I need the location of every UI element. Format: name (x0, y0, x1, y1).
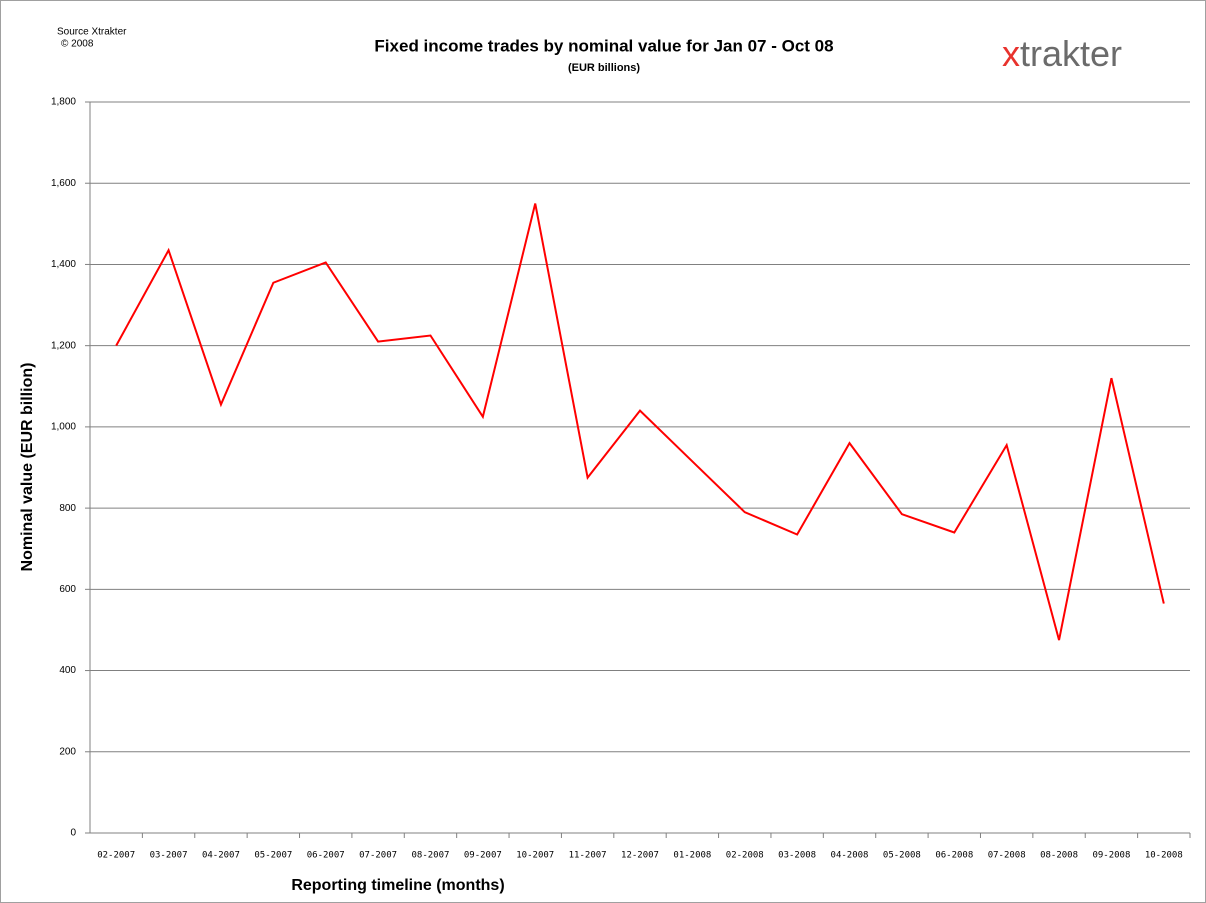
x-tick-label: 02-2008 (726, 851, 764, 861)
x-tick-label: 06-2007 (307, 851, 345, 861)
y-tick-label: 600 (59, 584, 76, 595)
logo: xtrakter (1002, 33, 1122, 74)
x-tick-label: 09-2007 (464, 851, 502, 861)
data-line (115, 203, 1165, 641)
x-tick-label: 09-2008 (1092, 851, 1130, 861)
y-tick-label: 0 (70, 828, 76, 839)
x-tick-label: 06-2008 (935, 851, 973, 861)
x-tick-label: 03-2008 (778, 851, 816, 861)
x-tick-label: 07-2008 (988, 851, 1026, 861)
chart-title: Fixed income trades by nominal value for… (374, 36, 833, 55)
x-tick-label: 08-2007 (412, 851, 450, 861)
x-tick-label: 07-2007 (359, 851, 397, 861)
y-axis-label: Nominal value (EUR billion) (19, 363, 36, 572)
y-tick-label: 400 (59, 665, 76, 676)
y-tick-label: 800 (59, 503, 76, 514)
x-tick-label: 10-2008 (1145, 851, 1183, 861)
x-tick-label: 05-2008 (883, 851, 921, 861)
logo-mark: x (1002, 33, 1020, 74)
x-tick-label: 02-2007 (97, 851, 135, 861)
y-tick-label: 200 (59, 746, 76, 757)
x-tick-label: 10-2007 (516, 851, 554, 861)
logo-name: trakter (1020, 33, 1122, 74)
x-axis-label: Reporting timeline (months) (291, 877, 504, 894)
y-tick-label: 1,000 (51, 422, 76, 433)
x-tick-label: 08-2008 (1040, 851, 1078, 861)
copyright: © 2008 (61, 39, 94, 50)
y-tick-label: 1,800 (51, 97, 76, 108)
x-tick-label: 05-2007 (254, 851, 292, 861)
y-tick-label: 1,600 (51, 178, 76, 189)
y-tick-label: 1,200 (51, 340, 76, 351)
x-tick-label: 11-2007 (569, 851, 607, 861)
chart-subtitle: (EUR billions) (568, 62, 640, 74)
x-tick-label: 01-2008 (673, 851, 711, 861)
source: Source Xtrakter (57, 27, 127, 38)
x-tick-label: 04-2008 (831, 851, 869, 861)
x-tick-label: 12-2007 (621, 851, 659, 861)
y-tick-label: 1,400 (51, 259, 76, 270)
x-tick-label: 04-2007 (202, 851, 240, 861)
x-tick-label: 03-2007 (150, 851, 188, 861)
